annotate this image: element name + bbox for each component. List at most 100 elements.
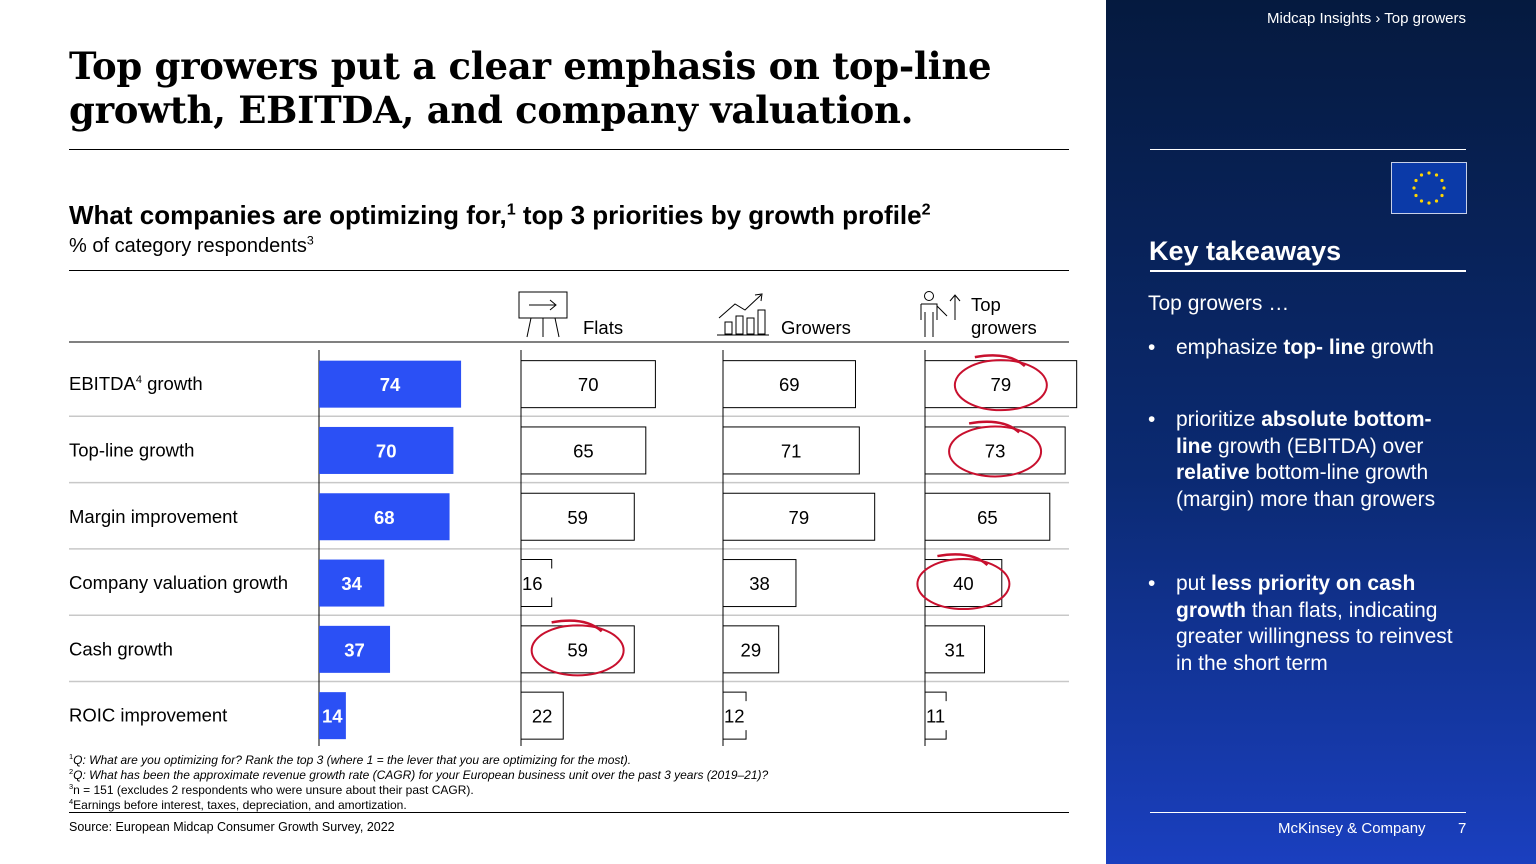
icon-head <box>924 291 934 301</box>
takeaway-emphasis: top- line <box>1283 336 1366 359</box>
data-label: 34 <box>341 573 362 594</box>
flag-star <box>1419 173 1424 177</box>
takeaway-text: bottom-line growth (margin) more than gr… <box>1176 461 1436 511</box>
footnote: 2Q: What has been the approximate revenu… <box>69 768 768 782</box>
footnote: 1Q: What are you optimizing for? Rank th… <box>69 753 631 767</box>
bar <box>924 625 986 674</box>
key-takeaways-heading: Key takeaways <box>1149 236 1342 266</box>
takeaways-intro: Top growers … <box>1148 292 1290 315</box>
data-label: 22 <box>532 706 553 727</box>
data-label: 59 <box>567 639 588 660</box>
highlight-circle <box>948 425 1043 478</box>
bar <box>319 559 385 607</box>
bar <box>723 691 747 740</box>
page-title: Top growers put a clear emphasis on top-… <box>69 44 992 132</box>
takeaway-text: emphasize <box>1176 336 1284 359</box>
category-label: Margin improvement <box>69 506 238 527</box>
highlight-circle <box>530 624 625 677</box>
data-label: 73 <box>985 440 1006 461</box>
data-label: 40 <box>953 573 974 594</box>
category-label: Top-line growth <box>69 439 194 460</box>
footnote-text: Q: What has been the approximate revenue… <box>73 768 769 782</box>
bar <box>722 492 876 541</box>
icon-trend-line <box>718 294 762 319</box>
breadcrumb[interactable]: Midcap Insights › Top growers <box>1267 10 1466 27</box>
chart-title-footnote-ref-2: 2 <box>921 200 931 219</box>
board-arrow-head <box>549 299 557 311</box>
bar <box>924 360 1078 409</box>
chart-title-footnote-ref: 1 <box>506 200 516 219</box>
footnote-number: 3 <box>69 782 74 791</box>
footnote: 4Earnings before interest, taxes, deprec… <box>69 798 407 812</box>
data-label: 65 <box>977 507 998 528</box>
takeaway-text: growth (EBITDA) over <box>1212 434 1424 458</box>
bar <box>319 426 454 474</box>
presentation-board-icon <box>518 291 568 338</box>
flag-star <box>1442 186 1446 190</box>
bar <box>319 360 462 408</box>
bar <box>319 625 391 673</box>
panel-bottom-divider <box>1150 812 1466 813</box>
flag-star <box>1440 193 1444 198</box>
footnote-number: 4 <box>69 797 74 806</box>
series-header-label: Growers <box>781 317 851 338</box>
icon-bar-4 <box>757 309 766 335</box>
takeaway-emphasis: relative <box>1176 461 1250 484</box>
category-label-text-rest: growth <box>142 373 203 394</box>
category-footnote-ref: 4 <box>136 374 142 386</box>
panel-top-divider <box>1150 149 1466 150</box>
bar <box>924 492 1051 541</box>
bar <box>521 559 553 608</box>
data-label: 59 <box>567 507 588 528</box>
footnote-number: 2 <box>69 767 74 776</box>
data-label: 70 <box>578 374 599 395</box>
bar-chart: EBITDA4 growth Top-line growth Margin impr… <box>69 291 1078 746</box>
data-label: 71 <box>781 440 802 461</box>
footnote-text: Earnings before interest, taxes, depreci… <box>73 798 407 812</box>
icon-bar-3 <box>746 317 755 335</box>
flag-star <box>1414 193 1418 198</box>
chart-title: What companies are optimizing for,1 top … <box>69 200 931 231</box>
flag-star <box>1440 178 1444 183</box>
bar <box>925 691 947 740</box>
category-label-text: EBITDA <box>69 373 136 394</box>
data-label: 38 <box>749 573 770 594</box>
icon-bar-2 <box>735 315 744 335</box>
eu-flag-stars <box>1412 171 1446 205</box>
data-label: 65 <box>573 440 594 461</box>
highlight-stroke <box>974 354 1026 368</box>
data-label: 79 <box>991 374 1012 395</box>
data-label: 69 <box>779 374 800 395</box>
data-label: 16 <box>522 573 543 594</box>
series-header-label: Top <box>971 294 1001 315</box>
icon-arrow-head <box>949 294 961 302</box>
bar <box>520 426 647 475</box>
data-label: 11 <box>926 706 945 727</box>
title-divider <box>69 149 1069 150</box>
chart-subtitle: % of category respondents3 <box>69 234 314 258</box>
highlight-stroke <box>937 553 989 566</box>
takeaway-emphasis: less priority on cash growth <box>1176 572 1416 622</box>
icon-body <box>920 303 948 337</box>
eu-flag-icon <box>1391 162 1467 214</box>
icon-bar-1 <box>724 321 733 335</box>
footnote-text: n = 151 (excludes 2 respondents who were… <box>73 783 474 797</box>
footnote-text: Q: What are you optimizing for? Rank the… <box>73 753 632 767</box>
bar <box>722 559 797 608</box>
bar <box>520 691 564 740</box>
takeaway-item: prioritize absolute bottom-line growth (… <box>1148 407 1461 513</box>
takeaway-text: growth <box>1365 336 1434 359</box>
chart-title-divider <box>69 270 1069 271</box>
bar <box>722 625 780 674</box>
data-label: 29 <box>741 639 762 660</box>
takeaway-text: put <box>1176 572 1212 595</box>
data-label: 31 <box>944 639 965 660</box>
highlight-stroke <box>968 420 1020 434</box>
board-leg-left <box>526 317 532 338</box>
flag-star <box>1419 199 1424 203</box>
category-label: EBITDA4 growth <box>69 373 203 394</box>
takeaway-text: prioritize <box>1176 408 1262 431</box>
key-takeaways-underline <box>1150 270 1466 272</box>
flag-star <box>1414 178 1418 183</box>
bar <box>319 692 346 740</box>
